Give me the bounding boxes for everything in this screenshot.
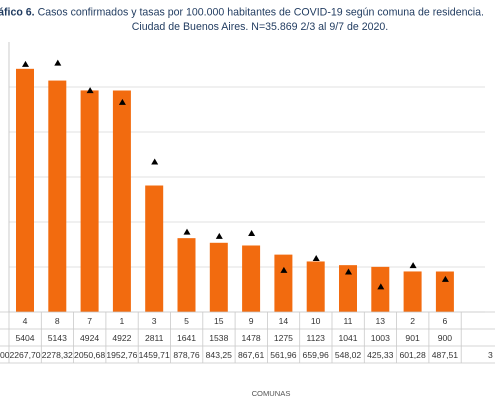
cases-value: 4922 bbox=[112, 333, 131, 343]
bar bbox=[16, 68, 34, 312]
cases-value: 1003 bbox=[371, 333, 390, 343]
rate-marker bbox=[248, 229, 256, 236]
cases-value: 2811 bbox=[145, 333, 164, 343]
rate-value: 659,96 bbox=[303, 350, 330, 360]
rate-value: 843,25 bbox=[206, 350, 233, 360]
title-text-1: Casos confirmados y tasas por 100.000 ha… bbox=[38, 7, 484, 19]
bar bbox=[48, 80, 67, 312]
clipped-left-value: 00 bbox=[0, 350, 10, 360]
category-label: 4 bbox=[23, 316, 28, 326]
rate-marker bbox=[118, 98, 126, 105]
rate-value: 1459,71 bbox=[139, 350, 170, 360]
category-label: 3 bbox=[152, 316, 157, 326]
rate-markers bbox=[22, 59, 449, 290]
cases-value: 5404 bbox=[15, 333, 34, 343]
x-axis-title: COMUNAS bbox=[252, 389, 291, 398]
rate-value: 425,33 bbox=[367, 350, 394, 360]
cases-value: 1123 bbox=[306, 333, 325, 343]
cases-value: 900 bbox=[438, 333, 453, 343]
category-label: 6 bbox=[443, 316, 448, 326]
rate-value: 867,61 bbox=[238, 350, 265, 360]
category-label: 5 bbox=[184, 316, 189, 326]
rate-marker bbox=[280, 266, 288, 273]
category-label: 9 bbox=[249, 316, 254, 326]
cases-value: 1275 bbox=[274, 333, 293, 343]
category-label: 10 bbox=[311, 316, 321, 326]
rate-value: 601,28 bbox=[399, 350, 426, 360]
title-line-1: ráfico 6. Casos confirmados y tasas por … bbox=[0, 7, 484, 19]
rate-value: 487,51 bbox=[432, 350, 459, 360]
rate-marker bbox=[377, 283, 385, 290]
category-label: 14 bbox=[279, 316, 289, 326]
rate-marker bbox=[151, 158, 159, 165]
cases-value: 1538 bbox=[209, 333, 228, 343]
category-label: 2 bbox=[410, 316, 415, 326]
category-label: 13 bbox=[376, 316, 386, 326]
rate-marker bbox=[215, 232, 223, 239]
cases-value: 1641 bbox=[177, 333, 196, 343]
cases-value: 5143 bbox=[48, 333, 67, 343]
cases-value: 901 bbox=[405, 333, 420, 343]
bar bbox=[274, 254, 293, 312]
rate-value: 561,96 bbox=[270, 350, 297, 360]
rate-value: 2267,70 bbox=[9, 350, 40, 360]
cases-value: 1478 bbox=[242, 333, 261, 343]
rate-value: 548,02 bbox=[335, 350, 362, 360]
rate-marker bbox=[312, 255, 320, 262]
rate-marker bbox=[183, 228, 191, 235]
category-label: 7 bbox=[87, 316, 92, 326]
bar bbox=[435, 271, 454, 312]
bar bbox=[177, 238, 196, 312]
rate-marker bbox=[86, 87, 94, 94]
bar bbox=[306, 261, 325, 312]
cases-value: 1041 bbox=[338, 333, 357, 343]
bar bbox=[371, 266, 390, 312]
data-table: 454042267,70851432278,32749242050,681492… bbox=[0, 311, 495, 364]
title-prefix: ráfico 6. bbox=[0, 7, 35, 19]
rate-value: 878,76 bbox=[173, 350, 200, 360]
category-label: 8 bbox=[55, 316, 60, 326]
bar bbox=[339, 265, 357, 312]
bar bbox=[80, 90, 99, 312]
clipped-right-value: 3 bbox=[488, 350, 493, 360]
rate-marker bbox=[54, 59, 62, 66]
rate-marker bbox=[441, 275, 449, 282]
category-label: 15 bbox=[214, 316, 224, 326]
rate-value: 2050,68 bbox=[74, 350, 105, 360]
rate-marker bbox=[409, 262, 417, 269]
category-label: 1 bbox=[120, 316, 125, 326]
chart-title: ráfico 6. Casos confirmados y tasas por … bbox=[0, 7, 484, 34]
bars bbox=[16, 68, 454, 312]
bar bbox=[242, 245, 261, 312]
bar bbox=[403, 271, 422, 312]
cases-value: 4924 bbox=[80, 333, 99, 343]
bar bbox=[145, 185, 164, 312]
rate-marker bbox=[22, 60, 29, 67]
title-line-2: Ciudad de Buenos Aires. N=35.869 2/3 al … bbox=[132, 21, 389, 33]
rate-value: 1952,76 bbox=[106, 350, 137, 360]
rate-marker bbox=[345, 268, 352, 275]
category-label: 11 bbox=[344, 316, 353, 326]
bar bbox=[209, 242, 228, 312]
rate-value: 2278,32 bbox=[42, 350, 73, 360]
bar bbox=[112, 90, 131, 312]
